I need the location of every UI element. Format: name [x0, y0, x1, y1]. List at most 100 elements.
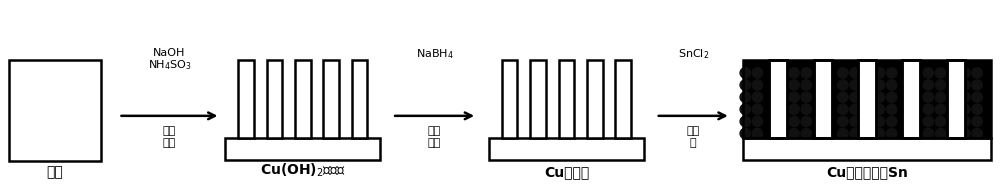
Circle shape — [923, 128, 933, 139]
Circle shape — [789, 104, 799, 114]
Circle shape — [887, 104, 897, 114]
Bar — [743, 60, 991, 138]
Bar — [225, 138, 380, 159]
Circle shape — [887, 80, 897, 90]
Bar — [902, 60, 920, 138]
Circle shape — [972, 68, 982, 78]
Text: NaOH: NaOH — [153, 48, 186, 58]
Circle shape — [789, 68, 799, 78]
Bar — [743, 60, 991, 138]
Circle shape — [887, 128, 897, 139]
Circle shape — [935, 68, 946, 78]
Bar — [267, 60, 282, 138]
Circle shape — [752, 68, 763, 78]
Circle shape — [838, 104, 848, 114]
Circle shape — [960, 68, 970, 78]
Bar — [587, 60, 603, 138]
Bar — [858, 60, 876, 138]
Circle shape — [887, 92, 897, 102]
Circle shape — [972, 128, 982, 139]
Circle shape — [874, 104, 885, 114]
Circle shape — [801, 128, 811, 139]
Bar — [238, 60, 254, 138]
Circle shape — [874, 128, 885, 139]
Circle shape — [874, 116, 885, 127]
Bar — [559, 60, 574, 138]
Text: 反应: 反应 — [163, 138, 176, 148]
Circle shape — [923, 68, 933, 78]
Text: 还原: 还原 — [428, 126, 441, 136]
Circle shape — [740, 104, 750, 114]
Bar — [814, 60, 832, 138]
Circle shape — [960, 80, 970, 90]
Circle shape — [874, 92, 885, 102]
Circle shape — [740, 116, 750, 127]
Circle shape — [801, 116, 811, 127]
Circle shape — [850, 80, 860, 90]
Circle shape — [838, 128, 848, 139]
Circle shape — [923, 104, 933, 114]
Text: 氧化: 氧化 — [163, 126, 176, 136]
Text: SnCl$_2$: SnCl$_2$ — [678, 47, 709, 61]
Circle shape — [935, 92, 946, 102]
Text: Cu纳米线: Cu纳米线 — [544, 165, 589, 179]
Circle shape — [923, 92, 933, 102]
Text: 电沉: 电沉 — [687, 126, 700, 136]
Circle shape — [789, 80, 799, 90]
Bar — [352, 60, 367, 138]
Circle shape — [752, 104, 763, 114]
Circle shape — [789, 116, 799, 127]
Text: Cu(OH)$_2$纳米线: Cu(OH)$_2$纳米线 — [260, 162, 346, 179]
Bar — [743, 138, 991, 159]
Text: 铜片: 铜片 — [46, 165, 63, 179]
Circle shape — [972, 104, 982, 114]
Circle shape — [850, 92, 860, 102]
Circle shape — [838, 80, 848, 90]
Circle shape — [740, 92, 750, 102]
Circle shape — [935, 128, 946, 139]
Circle shape — [752, 116, 763, 127]
Circle shape — [801, 92, 811, 102]
Circle shape — [789, 128, 799, 139]
Circle shape — [850, 68, 860, 78]
Circle shape — [887, 116, 897, 127]
Bar — [9, 60, 101, 161]
Circle shape — [752, 80, 763, 90]
Bar — [295, 60, 311, 138]
Circle shape — [960, 116, 970, 127]
Circle shape — [752, 92, 763, 102]
Bar — [323, 60, 339, 138]
Circle shape — [801, 104, 811, 114]
Text: 积: 积 — [690, 138, 697, 148]
Circle shape — [740, 128, 750, 139]
Circle shape — [850, 104, 860, 114]
Text: Cu纳米线负载Sn: Cu纳米线负载Sn — [826, 165, 908, 179]
Circle shape — [935, 104, 946, 114]
Bar — [814, 60, 832, 138]
Circle shape — [874, 68, 885, 78]
Bar — [858, 60, 876, 138]
Circle shape — [740, 68, 750, 78]
Circle shape — [935, 80, 946, 90]
Circle shape — [801, 80, 811, 90]
Text: 反应: 反应 — [428, 138, 441, 148]
Circle shape — [838, 92, 848, 102]
Circle shape — [972, 80, 982, 90]
Bar — [489, 138, 644, 159]
Circle shape — [960, 128, 970, 139]
Text: NaBH$_4$: NaBH$_4$ — [416, 47, 453, 61]
Circle shape — [960, 92, 970, 102]
Circle shape — [752, 128, 763, 139]
Circle shape — [801, 68, 811, 78]
Circle shape — [850, 128, 860, 139]
Circle shape — [972, 116, 982, 127]
Circle shape — [838, 68, 848, 78]
Circle shape — [838, 116, 848, 127]
Text: NH$_4$SO$_3$: NH$_4$SO$_3$ — [148, 58, 191, 72]
Bar — [902, 60, 920, 138]
Circle shape — [923, 116, 933, 127]
Circle shape — [874, 80, 885, 90]
Bar — [769, 60, 787, 138]
Bar — [615, 60, 631, 138]
Bar — [947, 60, 965, 138]
